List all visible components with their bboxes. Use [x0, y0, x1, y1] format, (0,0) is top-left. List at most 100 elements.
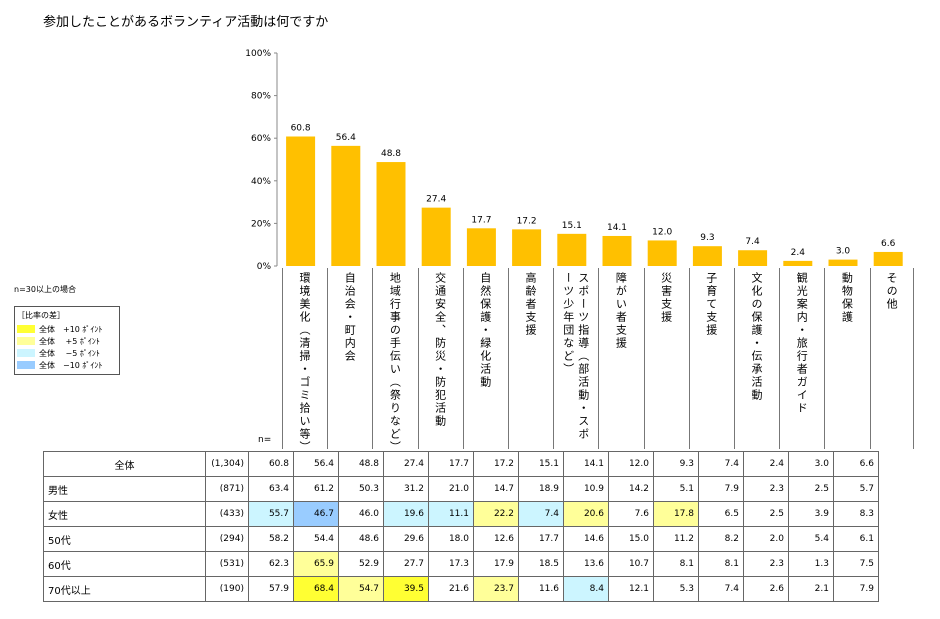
row-label: 男性	[43, 476, 206, 502]
row-n: (190)	[205, 576, 249, 602]
table-cell: 7.5	[833, 551, 879, 577]
row-n: (871)	[205, 476, 249, 502]
table-cell: 13.6	[563, 551, 609, 577]
y-tick-label: 60%	[251, 134, 271, 144]
category-column: 障がい者支援	[598, 268, 642, 449]
table-row: 60代 (531) 62.3 65.9 52.9 27.7 17.3 17.9 18.5 13.6…	[43, 551, 879, 577]
legend-swatch	[17, 349, 35, 357]
bar-value-label: 17.7	[471, 215, 491, 225]
table-cell: 2.4	[743, 451, 789, 477]
table-cell: 61.2	[293, 476, 339, 502]
category-label: 文化の保護・伝承活動	[750, 272, 763, 402]
table-cell: 7.4	[698, 576, 744, 602]
category-column: その他	[869, 268, 914, 449]
bar-value-label: 2.4	[791, 248, 806, 258]
table-cell: 27.4	[383, 451, 429, 477]
table-cell: 21.6	[428, 576, 474, 602]
legend-label: 全体 +5 ﾎﾟｲﾝﾄ	[39, 336, 100, 346]
table-cell: 46.0	[338, 501, 384, 527]
bar-value-label: 15.1	[562, 221, 582, 231]
table-cell: 5.3	[653, 576, 699, 602]
bar-value-label: 3.0	[836, 247, 851, 257]
table-cell: 18.5	[518, 551, 564, 577]
bar	[692, 246, 722, 266]
table-cell: 8.4	[563, 576, 609, 602]
category-column: 災害支援	[643, 268, 688, 449]
table-cell: 68.4	[293, 576, 339, 602]
row-label: 女性	[43, 501, 206, 527]
category-label: 自治会・町内会	[343, 272, 357, 363]
table-cell: 17.9	[473, 551, 519, 577]
bar-value-label: 9.3	[700, 233, 714, 243]
table-cell: 60.8	[248, 451, 294, 477]
table-cell: 5.7	[833, 476, 879, 502]
table-cell: 48.6	[338, 526, 384, 552]
table-cell: 27.7	[383, 551, 429, 577]
bar-value-label: 7.4	[745, 237, 760, 247]
table-cell: 29.6	[383, 526, 429, 552]
table-cell: 23.7	[473, 576, 519, 602]
category-label: 観光案内・旅行者ガイド	[795, 272, 809, 415]
table-cell: 7.9	[698, 476, 744, 502]
category-label: 子育て支援	[704, 272, 718, 337]
table-row: 70代以上 (190) 57.9 68.4 54.7 39.5 21.6 23.7 11.6 8.…	[43, 576, 879, 602]
table-cell: 17.2	[473, 451, 519, 477]
bar-value-label: 27.4	[426, 195, 446, 205]
bar	[828, 259, 858, 266]
bar	[873, 251, 903, 266]
table-cell: 2.3	[743, 551, 789, 577]
bar	[557, 233, 587, 266]
table-cell: 17.7	[518, 526, 564, 552]
category-column: 動物保護	[824, 268, 868, 449]
table-cell: 6.6	[833, 451, 879, 477]
bar	[421, 207, 451, 266]
bar-value-label: 12.0	[652, 227, 672, 237]
legend-item: 全体 −10 ﾎﾟｲﾝﾄ	[17, 359, 117, 371]
bar-value-label: 14.1	[607, 223, 627, 233]
table-cell: 15.0	[608, 526, 654, 552]
table-cell: 2.3	[743, 476, 789, 502]
table-cell: 21.0	[428, 476, 474, 502]
table-cell: 31.2	[383, 476, 429, 502]
table-cell: 5.4	[788, 526, 834, 552]
table-cell: 7.4	[698, 451, 744, 477]
table-cell: 54.7	[338, 576, 384, 602]
y-tick-label: 100%	[245, 49, 271, 59]
bar-value-label: 48.8	[381, 149, 401, 159]
legend-swatch	[17, 337, 35, 345]
legend-label: 全体 −5 ﾎﾟｲﾝﾄ	[39, 348, 100, 358]
table-cell: 20.6	[563, 501, 609, 527]
table-cell: 52.9	[338, 551, 384, 577]
table-cell: 7.6	[608, 501, 654, 527]
table-cell: 55.7	[248, 501, 294, 527]
category-column: 自然保護・緑化活動	[462, 268, 507, 449]
legend-note: n=30以上の場合	[14, 285, 76, 294]
row-label: 70代以上	[43, 576, 206, 602]
page-title: 参加したことがあるボランティア活動は何ですか	[43, 15, 329, 30]
bar-chart: 0% 20% 40% 60% 80% 100% 60.8 56.4 48.8 27.4 17.7 17…	[245, 49, 903, 272]
legend-swatch	[17, 325, 35, 333]
table-cell: 9.3	[653, 451, 699, 477]
table-cell: 18.0	[428, 526, 474, 552]
y-tick-label: 20%	[251, 219, 271, 229]
table-cell: 2.6	[743, 576, 789, 602]
row-label: 50代	[43, 526, 206, 552]
table-cell: 2.0	[743, 526, 789, 552]
table-cell: 12.0	[608, 451, 654, 477]
table-cell: 2.5	[743, 501, 789, 527]
table-cell: 8.3	[833, 501, 879, 527]
n-label: n=	[258, 435, 272, 445]
y-tick-label: 0%	[257, 262, 272, 272]
table-cell: 11.1	[428, 501, 474, 527]
table-cell: 2.5	[788, 476, 834, 502]
table-cell: 2.1	[788, 576, 834, 602]
category-column: 交通安全、防災・防犯活動	[417, 268, 462, 449]
bar	[512, 229, 542, 266]
row-n: (294)	[205, 526, 249, 552]
category-label: 地域行事の手伝い（祭りなど）	[388, 272, 402, 454]
table-cell: 17.8	[653, 501, 699, 527]
category-column: 地域行事の手伝い（祭りなど）	[372, 268, 416, 454]
legend-label: 全体 +10 ﾎﾟｲﾝﾄ	[39, 324, 103, 334]
table-cell: 8.1	[653, 551, 699, 577]
y-tick-label: 40%	[251, 177, 271, 187]
